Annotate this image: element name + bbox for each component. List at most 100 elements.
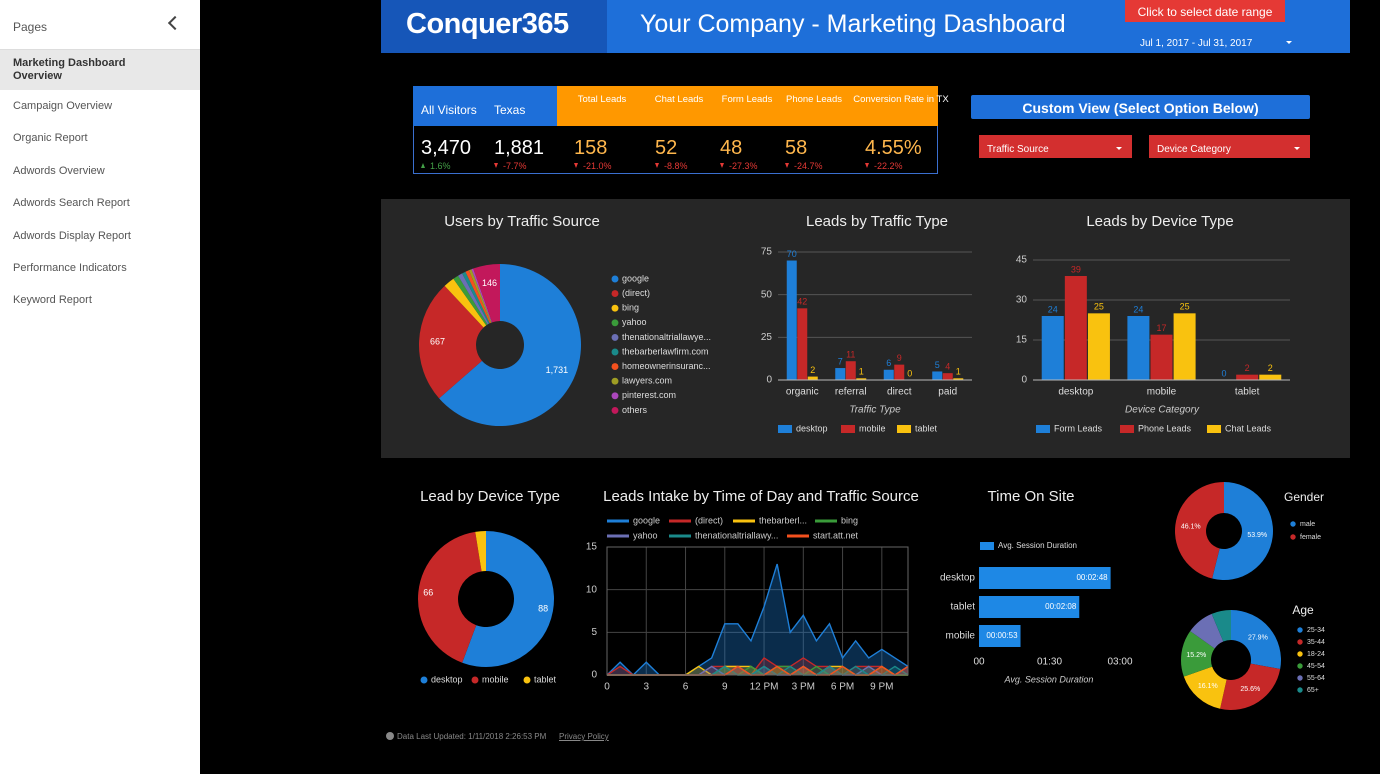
legend-marker (1290, 521, 1296, 527)
legend-label: thenationaltriallawy... (695, 530, 778, 540)
x-tick-label: 9 (722, 682, 728, 693)
footer-updated: Data Last Updated: 1/11/2018 2:26:53 PM (397, 732, 547, 741)
kpi-value: 3,470 (421, 137, 472, 159)
custom-view-label[interactable]: Custom View (Select Option Below) (1022, 100, 1259, 116)
kpi-label: Phone Leads (786, 94, 842, 105)
chart-title: Lead by Device Type (420, 488, 560, 505)
legend-marker (611, 406, 619, 414)
bar (1041, 316, 1064, 380)
dropdown-device[interactable] (1149, 135, 1310, 158)
legend-label: thenationaltriallawye... (622, 332, 711, 342)
pie-slice (444, 278, 487, 328)
legend-label: yahoo (622, 317, 647, 327)
dropdown-label[interactable]: Traffic Source (987, 144, 1049, 155)
y-tick-label: 75 (761, 247, 773, 258)
date-button-label[interactable]: Click to select date range (1137, 5, 1273, 19)
legend-label: lawyers.com (622, 376, 672, 386)
footer-icon (386, 732, 394, 740)
legend-label: mobile (859, 423, 886, 433)
y-tick-label: 45 (1016, 255, 1028, 266)
nav-item[interactable]: Adwords Overview (13, 164, 105, 177)
legend-marker (841, 425, 855, 433)
x-tick-label: 12 PM (750, 682, 779, 693)
bar (1173, 313, 1196, 380)
nav-item[interactable]: Adwords Search Report (13, 197, 130, 210)
slice-label: 146 (482, 278, 497, 288)
y-tick-label: 25 (761, 332, 773, 343)
x-axis-label: Traffic Type (849, 405, 901, 416)
pie-slice (1231, 610, 1281, 670)
sidebar-title: Pages (13, 20, 48, 34)
legend-label: mobile (482, 674, 509, 684)
nav-item[interactable]: Marketing Dashboard Overview (13, 57, 126, 82)
dropdown-label[interactable]: Device Category (1157, 144, 1231, 155)
nav-item[interactable]: Organic Report (13, 132, 88, 145)
legend-marker (611, 304, 619, 312)
nav-item[interactable]: Performance Indicators (13, 262, 127, 274)
bar-label: 25 (1094, 302, 1104, 312)
bar-label: 70 (787, 249, 797, 259)
legend-label: Avg. Session Duration (998, 541, 1077, 550)
legend-marker (1120, 425, 1134, 433)
x-tick-label: 3 PM (792, 682, 815, 693)
pie-slice (417, 531, 482, 663)
chart-title: Age (1292, 603, 1314, 617)
dropdown-traffic[interactable] (979, 135, 1132, 158)
pie-slice (1183, 666, 1227, 709)
legend-marker (778, 425, 792, 433)
legend-marker (980, 542, 994, 550)
slice-label: 16.1% (1198, 683, 1218, 690)
date-button[interactable] (1125, 0, 1285, 22)
bar (797, 308, 808, 380)
kpi-arrow (865, 163, 869, 168)
legend-label: desktop (796, 423, 828, 433)
nav-item[interactable]: Campaign Overview (13, 100, 113, 112)
date-range[interactable]: Jul 1, 2017 - Jul 31, 2017 (1140, 38, 1253, 49)
legend-label: pinterest.com (622, 390, 676, 400)
bar-label: 17 (1156, 323, 1166, 333)
x-tick-label: desktop (1058, 387, 1093, 398)
y-tick-label: 10 (586, 584, 598, 595)
bar (1236, 374, 1259, 380)
nav-item[interactable]: Adwords Display Report (13, 229, 131, 242)
pie-slice (458, 273, 489, 325)
kpi-change: 1.6% (430, 161, 451, 171)
legend-marker (1297, 627, 1303, 633)
chart-title: Leads by Traffic Type (806, 213, 948, 230)
slice-label: 667 (430, 336, 445, 346)
kpi-change: -8.8% (664, 161, 688, 171)
legend-marker (1207, 425, 1221, 433)
x-tick-label: 00 (973, 657, 985, 668)
pie-slice (453, 275, 488, 326)
legend-label: tablet (534, 674, 557, 684)
legend-marker (611, 290, 619, 298)
slice-label: 27.9% (1248, 634, 1268, 641)
legend-marker (1290, 534, 1296, 540)
pie-slice (439, 264, 581, 426)
y-tick-label: 50 (761, 289, 773, 300)
y-tick-label: 30 (1016, 295, 1028, 306)
bar-label: 00:00:53 (986, 631, 1018, 640)
area-fill (607, 564, 908, 675)
plot-frame (606, 546, 909, 676)
slice-label: 53.9% (1247, 532, 1267, 539)
pie-slice (419, 285, 484, 399)
legend-marker (1297, 639, 1303, 645)
nav-item[interactable]: Keyword Report (13, 294, 92, 307)
x-tick-label: 6 PM (831, 682, 854, 693)
kpi-label: Texas (494, 103, 526, 117)
kpi-label: Total Leads (577, 94, 627, 105)
custom-view-button[interactable] (971, 95, 1310, 119)
bar-label: 4 (945, 362, 950, 372)
kpi-arrow (655, 163, 659, 168)
legend-marker (611, 363, 619, 371)
kpi-label: Chat Leads (654, 94, 704, 105)
privacy-link[interactable]: Privacy Policy (559, 732, 609, 741)
bar (1064, 276, 1087, 380)
y-tick-label: 0 (766, 375, 772, 386)
legend-label: yahoo (633, 530, 658, 540)
bar (845, 361, 856, 380)
bar-label: 2 (1245, 363, 1250, 373)
legend-label: others (622, 405, 648, 415)
